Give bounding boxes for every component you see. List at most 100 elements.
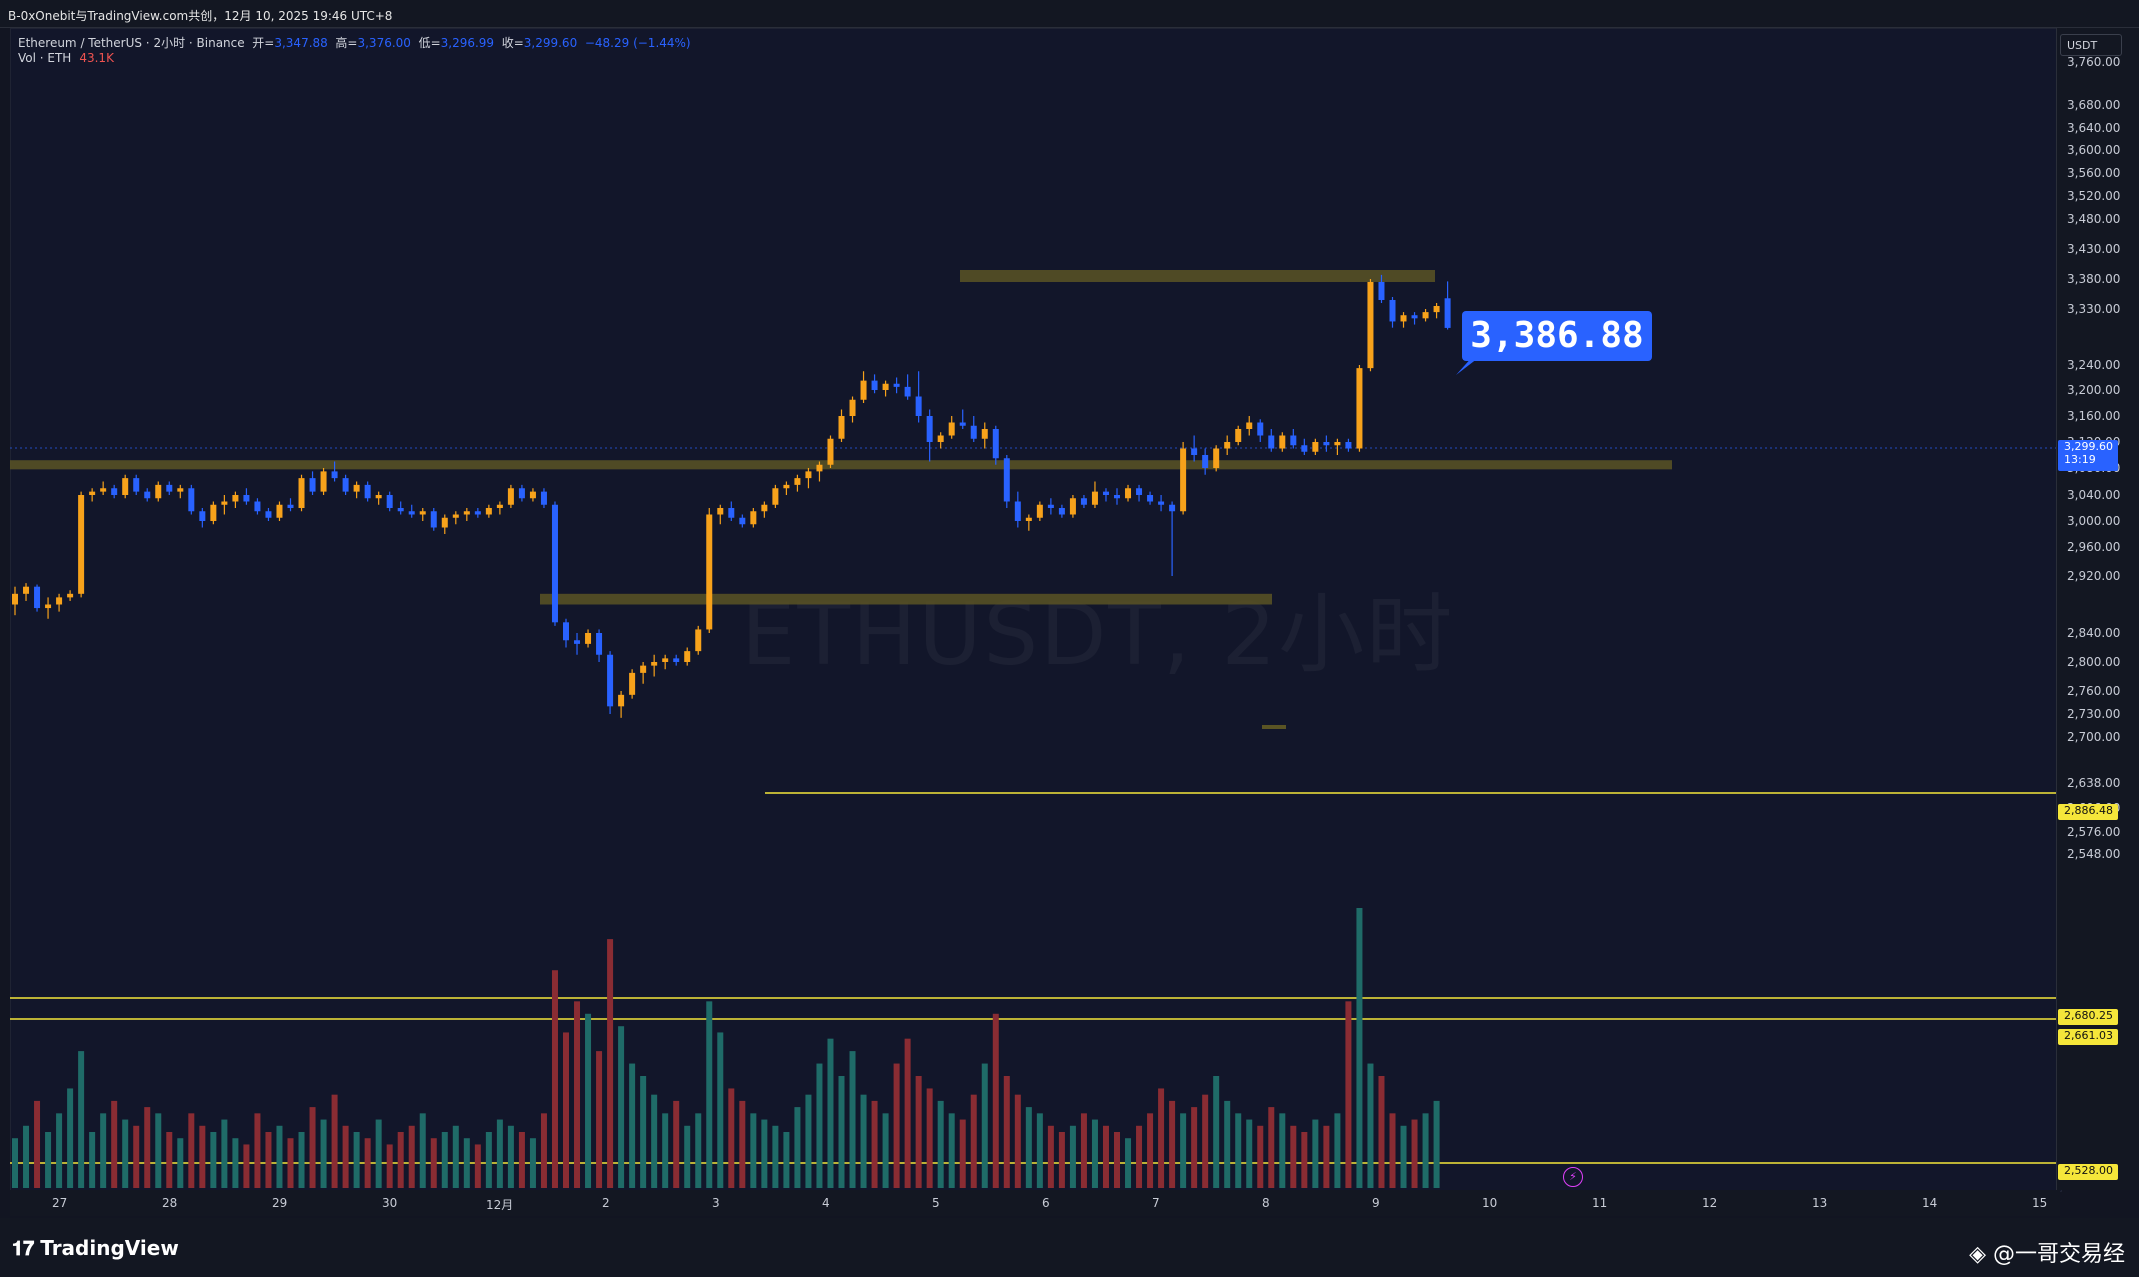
volume-bar bbox=[1169, 1100, 1176, 1188]
candle bbox=[452, 514, 459, 518]
volume-bar bbox=[111, 1100, 118, 1188]
candle bbox=[1125, 488, 1132, 499]
volume-bar bbox=[1191, 1107, 1198, 1188]
candle bbox=[529, 491, 536, 499]
candlestick-chart[interactable] bbox=[10, 28, 2056, 1190]
brand-name: TradingView bbox=[40, 1236, 179, 1260]
candle bbox=[629, 672, 636, 695]
level-badge: 2,528.00 bbox=[2058, 1164, 2118, 1180]
candle bbox=[585, 633, 592, 644]
current-price-value: 3,299.60 bbox=[2064, 440, 2113, 453]
volume-bar bbox=[100, 1113, 107, 1188]
candle bbox=[551, 504, 558, 623]
volume-bar bbox=[1290, 1125, 1297, 1188]
volume-bar bbox=[607, 939, 614, 1188]
volume-bar bbox=[926, 1088, 933, 1188]
volume-bar bbox=[463, 1138, 470, 1188]
candle bbox=[1444, 298, 1451, 328]
volume-bar bbox=[78, 1051, 85, 1188]
time-axis-label: 10 bbox=[1482, 1196, 1498, 1210]
candle bbox=[1400, 315, 1407, 322]
candle bbox=[684, 651, 691, 662]
candle bbox=[1422, 312, 1429, 319]
volume-bar bbox=[1036, 1113, 1043, 1188]
volume-bar bbox=[849, 1051, 856, 1188]
volume-bar bbox=[221, 1119, 228, 1188]
candle bbox=[1224, 442, 1231, 449]
price-axis-label: 3,600.00 bbox=[2067, 143, 2121, 157]
price-callout[interactable]: 3,386.88 bbox=[1462, 311, 1652, 361]
candle bbox=[177, 488, 184, 492]
volume-bar bbox=[1091, 1119, 1098, 1188]
volume-bar bbox=[563, 1032, 569, 1188]
candle bbox=[926, 416, 933, 442]
volume-bar bbox=[937, 1100, 944, 1188]
currency-button[interactable]: USDT bbox=[2060, 34, 2122, 56]
price-axis-label: 2,760.00 bbox=[2067, 684, 2121, 698]
volume-bar bbox=[1356, 908, 1363, 1188]
candle bbox=[309, 478, 316, 492]
price-axis-label: 2,800.00 bbox=[2067, 655, 2121, 669]
candle bbox=[948, 422, 955, 436]
candle bbox=[1301, 445, 1308, 452]
volume-bar bbox=[574, 1001, 581, 1188]
volume-bar bbox=[408, 1125, 415, 1188]
volume-bar bbox=[1367, 1063, 1374, 1188]
price-axis[interactable] bbox=[2056, 28, 2139, 1190]
candle bbox=[1213, 448, 1220, 468]
binance-icon: ◈ bbox=[1969, 1242, 1986, 1267]
candle bbox=[1334, 442, 1341, 446]
volume-bar bbox=[397, 1132, 404, 1188]
volume-bar bbox=[1102, 1125, 1109, 1188]
change-value: −48.29 (−1.44%) bbox=[584, 36, 691, 50]
time-axis-label: 8 bbox=[1262, 1196, 1270, 1210]
candle bbox=[1433, 306, 1440, 313]
candle bbox=[1411, 315, 1418, 319]
candle bbox=[12, 593, 18, 605]
price-axis-label: 2,730.00 bbox=[2067, 707, 2121, 721]
volume-label[interactable]: Vol · ETH bbox=[18, 51, 72, 65]
time-axis[interactable] bbox=[10, 1190, 2060, 1216]
volume-bar bbox=[1400, 1125, 1407, 1188]
candle bbox=[254, 501, 261, 512]
symbol-description[interactable]: Ethereum / TetherUS · 2小时 · Binance bbox=[18, 36, 245, 50]
candle bbox=[353, 484, 360, 492]
time-axis-label: 14 bbox=[1922, 1196, 1938, 1210]
credit-text: @一哥交易经 bbox=[1992, 1242, 2125, 1267]
candle bbox=[276, 504, 283, 518]
volume-bar bbox=[474, 1144, 481, 1188]
candle bbox=[122, 478, 129, 495]
volume-value: 43.1K bbox=[79, 51, 114, 65]
price-axis-label: 2,576.00 bbox=[2067, 825, 2121, 839]
candle bbox=[1102, 491, 1109, 495]
time-axis-label: 11 bbox=[1592, 1196, 1608, 1210]
candle bbox=[574, 640, 581, 644]
volume-bar bbox=[1014, 1094, 1021, 1188]
candle bbox=[111, 488, 118, 495]
price-axis-label: 3,680.00 bbox=[2067, 98, 2121, 112]
candle bbox=[794, 478, 801, 485]
candle bbox=[1367, 282, 1374, 369]
volume-bar bbox=[706, 1001, 713, 1188]
bolt-icon[interactable]: ⚡ bbox=[1563, 1167, 1583, 1187]
volume-bar bbox=[1312, 1119, 1319, 1188]
volume-bar bbox=[673, 1100, 680, 1188]
time-axis-label: 28 bbox=[162, 1196, 178, 1210]
volume-bar bbox=[386, 1144, 393, 1188]
volume-bar bbox=[1246, 1119, 1253, 1188]
candle bbox=[166, 484, 173, 492]
candle bbox=[1069, 498, 1076, 515]
candle bbox=[904, 386, 911, 397]
candle bbox=[507, 488, 514, 505]
candle bbox=[243, 495, 250, 502]
candle bbox=[783, 484, 790, 489]
close-label: 收= bbox=[501, 36, 524, 50]
candle bbox=[1378, 282, 1385, 300]
candle bbox=[375, 495, 382, 499]
candle bbox=[761, 504, 768, 512]
volume-bar bbox=[915, 1076, 922, 1188]
volume-bar bbox=[188, 1113, 195, 1188]
volume-bar bbox=[243, 1144, 250, 1188]
author-credit: ◈ @一哥交易经 bbox=[1969, 1236, 2125, 1268]
price-axis-label: 2,840.00 bbox=[2067, 626, 2121, 640]
